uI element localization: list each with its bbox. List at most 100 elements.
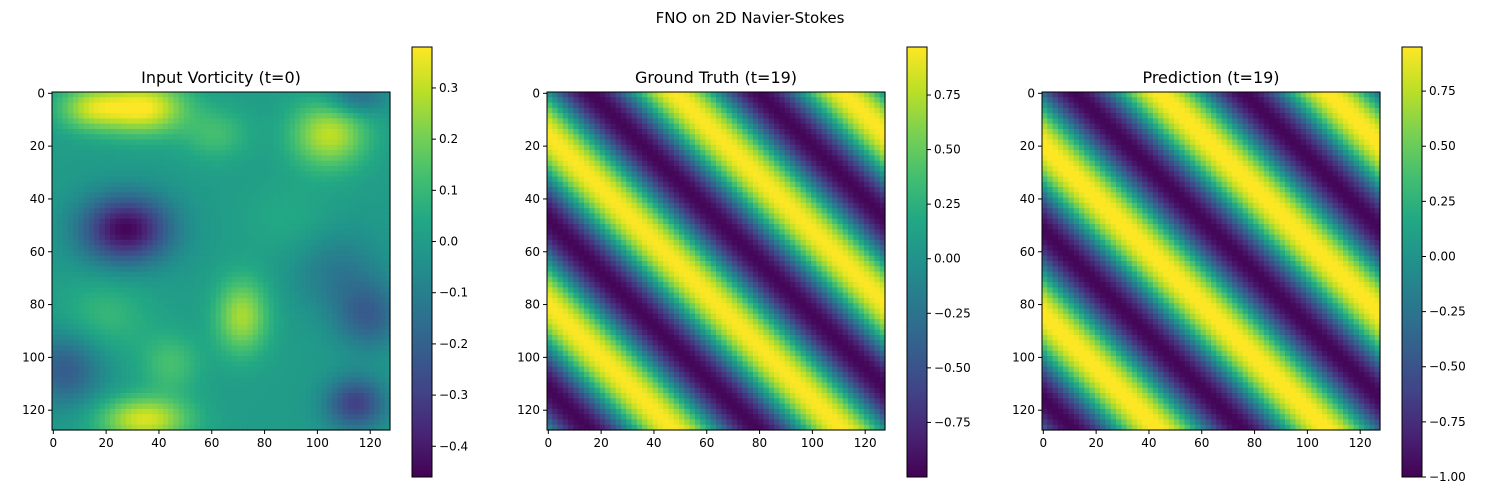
- heatmap-cell: [189, 371, 196, 378]
- heatmap-cell: [78, 234, 85, 241]
- heatmap-cell: [705, 128, 712, 135]
- heatmap-cell: [279, 266, 285, 273]
- heatmap-cell: [104, 297, 111, 304]
- x-tick-label: 100: [306, 436, 329, 450]
- heatmap-cell: [83, 271, 90, 278]
- heatmap-cell: [310, 160, 317, 167]
- heatmap-cell: [368, 350, 375, 357]
- heatmap-cell: [120, 393, 127, 399]
- heatmap-cell: [88, 234, 95, 241]
- heatmap-cell: [173, 165, 180, 172]
- heatmap-cell: [268, 377, 275, 384]
- heatmap-cell: [252, 276, 259, 283]
- heatmap-cell: [67, 361, 74, 368]
- heatmap-cell: [104, 424, 111, 431]
- heatmap-cell: [578, 160, 585, 167]
- heatmap-cell: [221, 181, 227, 188]
- heatmap-cell: [384, 202, 391, 209]
- heatmap-cell: [342, 377, 349, 384]
- heatmap-cell: [236, 308, 243, 315]
- heatmap-cell: [310, 118, 317, 125]
- heatmap-cell: [147, 308, 153, 315]
- heatmap-cell: [784, 134, 791, 141]
- heatmap-cell: [221, 356, 227, 362]
- heatmap-cell: [152, 128, 159, 135]
- heatmap-cell: [700, 113, 707, 120]
- heatmap-cell: [374, 266, 381, 273]
- heatmap-cell: [294, 245, 301, 252]
- heatmap-cell: [115, 134, 122, 141]
- heatmap-cell: [110, 218, 116, 225]
- heatmap-cell: [615, 123, 622, 130]
- heatmap-cell: [88, 107, 95, 114]
- heatmap-cell: [657, 128, 664, 135]
- heatmap-cell: [52, 261, 58, 267]
- heatmap-cell: [321, 92, 328, 98]
- heatmap-cell: [547, 144, 553, 151]
- heatmap-cell: [257, 282, 264, 289]
- heatmap-cell: [236, 366, 243, 373]
- heatmap-cell: [226, 377, 233, 384]
- heatmap-cell: [689, 144, 696, 151]
- heatmap-cell: [326, 102, 333, 109]
- heatmap-cell: [768, 155, 775, 162]
- heatmap-cell: [131, 118, 138, 125]
- heatmap-cell: [125, 324, 132, 331]
- heatmap-cell: [125, 319, 132, 325]
- heatmap-cell: [594, 107, 601, 114]
- heatmap-cell: [215, 224, 222, 230]
- heatmap-cell: [305, 113, 312, 120]
- heatmap-cell: [837, 97, 844, 104]
- heatmap-cell: [673, 123, 680, 130]
- heatmap-cell: [242, 113, 249, 120]
- heatmap-cell: [289, 419, 296, 426]
- heatmap-cell: [125, 139, 132, 146]
- heatmap-cell: [726, 123, 733, 130]
- heatmap-cell: [874, 139, 881, 146]
- heatmap-cell: [242, 266, 249, 273]
- heatmap-cell: [305, 245, 312, 252]
- heatmap-cell: [199, 134, 206, 141]
- heatmap-cell: [342, 329, 349, 336]
- heatmap-cell: [141, 128, 148, 135]
- heatmap-cell: [363, 419, 370, 426]
- heatmap-cell: [94, 255, 101, 262]
- heatmap-cell: [384, 134, 391, 141]
- heatmap-cell: [162, 287, 169, 294]
- heatmap-cell: [331, 271, 338, 278]
- heatmap-cell: [67, 292, 74, 299]
- heatmap-cell: [368, 213, 375, 220]
- heatmap-cell: [236, 250, 243, 257]
- heatmap-cell: [210, 139, 217, 146]
- heatmap-cell: [247, 319, 254, 325]
- heatmap-cell: [599, 102, 606, 109]
- heatmap-cell: [157, 261, 164, 267]
- heatmap-cell: [379, 366, 386, 373]
- heatmap-cell: [363, 118, 370, 125]
- heatmap-cell: [594, 128, 601, 135]
- heatmap-cell: [110, 398, 116, 405]
- heatmap-cell: [88, 261, 95, 267]
- heatmap-cell: [110, 255, 116, 262]
- heatmap-cell: [210, 414, 217, 421]
- heatmap-cell: [252, 319, 259, 325]
- heatmap-cell: [252, 340, 259, 347]
- heatmap-cell: [189, 287, 196, 294]
- heatmap-cell: [252, 287, 259, 294]
- heatmap-cell: [157, 123, 164, 130]
- heatmap-cell: [178, 250, 185, 257]
- heatmap-cell: [268, 155, 275, 162]
- heatmap-cell: [763, 123, 770, 130]
- heatmap-cell: [194, 171, 201, 178]
- heatmap-cell: [168, 160, 175, 167]
- heatmap-cell: [83, 139, 90, 146]
- heatmap-cell: [763, 155, 770, 162]
- heatmap-cell: [199, 387, 206, 394]
- heatmap-cell: [374, 218, 381, 225]
- heatmap-cell: [210, 224, 217, 230]
- heatmap-cell: [684, 144, 691, 151]
- heatmap-cell: [337, 424, 344, 431]
- heatmap-cell: [136, 144, 143, 151]
- heatmap-cell: [326, 165, 333, 172]
- heatmap-cell: [189, 308, 196, 315]
